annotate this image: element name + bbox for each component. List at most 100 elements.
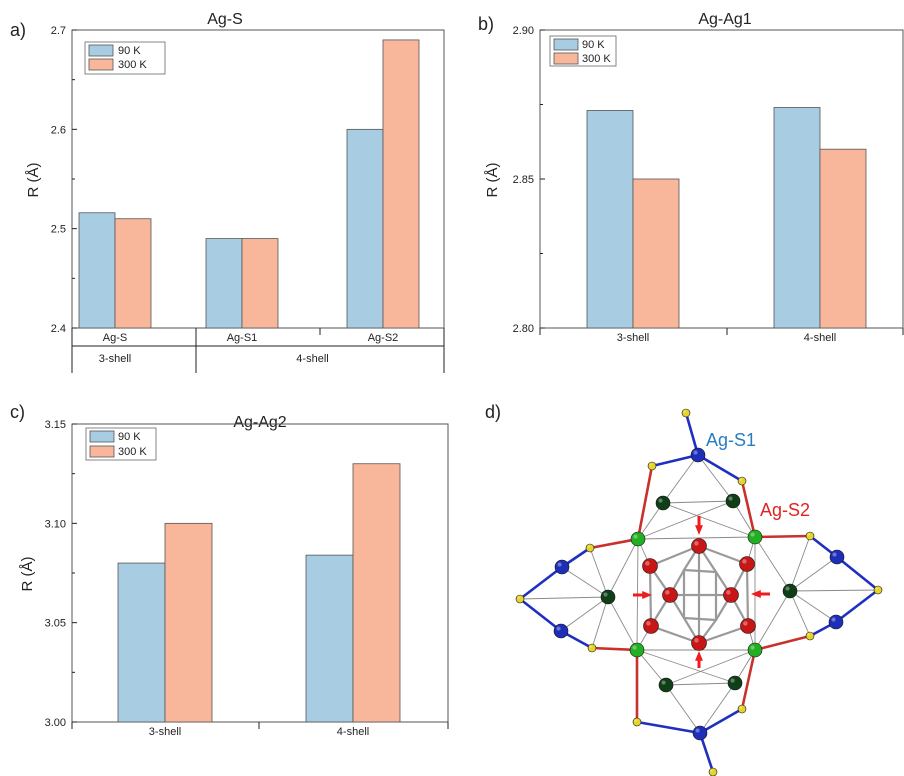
sulfur-atom bbox=[737, 476, 747, 486]
thin-bond bbox=[637, 502, 664, 540]
atom-highlight bbox=[649, 463, 652, 466]
thin-bond bbox=[754, 590, 791, 651]
panel-c-y-axis: 3.00 3.05 3.10 3.15 bbox=[45, 419, 77, 729]
ag-s2-bond bbox=[590, 646, 639, 652]
panel-d-cluster-diagram: d) Ag-S1 Ag-S2 bbox=[485, 402, 883, 776]
panel-c-x-axis: 3-shell 4-shell bbox=[71, 722, 449, 738]
thin-bond bbox=[665, 682, 736, 686]
ag-s1-bond bbox=[635, 720, 702, 735]
atom-highlight bbox=[556, 626, 561, 631]
bar-300K-1 bbox=[241, 238, 279, 329]
ag-s2-bond bbox=[740, 648, 757, 711]
atom-highlight bbox=[634, 719, 637, 722]
thin-bond bbox=[754, 536, 791, 592]
panel-c-legend-label-300k: 300 K bbox=[118, 446, 147, 458]
thin-bond bbox=[560, 596, 609, 632]
thin-bond bbox=[789, 590, 837, 623]
darkgreen-ag-atom bbox=[782, 583, 798, 599]
thin-bond bbox=[591, 596, 609, 649]
thin-bond bbox=[789, 556, 838, 592]
panel-b-legend-label-300k: 300 K bbox=[582, 53, 611, 65]
atom-highlight bbox=[557, 562, 562, 567]
panel-c-legend-label-90k: 90 K bbox=[118, 431, 141, 443]
thin-bond bbox=[699, 682, 736, 734]
panel-a-legend: 90 K 300 K bbox=[84, 41, 166, 75]
atom-highlight bbox=[739, 478, 742, 481]
thin-bond bbox=[662, 502, 756, 538]
panel-c-y-axis-title: R (Å) bbox=[19, 557, 36, 592]
bar-90K-1 bbox=[305, 554, 354, 723]
blue-ag-atom bbox=[828, 614, 844, 630]
panel-b-legend-swatch-300k bbox=[553, 52, 579, 65]
panel-b-x-axis: 3-shell 4-shell bbox=[539, 328, 904, 344]
sulfur-atom bbox=[737, 704, 747, 714]
atom-highlight bbox=[785, 586, 790, 591]
sulfur-atom bbox=[681, 408, 691, 418]
x-tick-label: Ag-S1 bbox=[227, 332, 258, 344]
sulfur-atom bbox=[587, 643, 597, 653]
compression-arrowhead bbox=[695, 525, 703, 535]
x-tick-label: 4-shell bbox=[804, 332, 836, 344]
core-bond bbox=[648, 544, 701, 568]
panel-c-label: c) bbox=[10, 402, 25, 422]
ag-s1-label: Ag-S1 bbox=[706, 430, 756, 450]
thin-bond bbox=[789, 590, 811, 637]
atom-highlight bbox=[831, 617, 836, 622]
thin-bond bbox=[662, 454, 699, 504]
ag-s1-bond bbox=[518, 565, 564, 601]
x-tick-label: Ag-S2 bbox=[368, 332, 399, 344]
atom-highlight bbox=[658, 498, 663, 503]
group-label: 3-shell bbox=[99, 353, 131, 365]
blue-ag-atom bbox=[554, 559, 570, 575]
core-ag-atom bbox=[662, 587, 678, 603]
sulfur-atom bbox=[632, 717, 642, 727]
panel-a-legend-label-90k: 90 K bbox=[118, 45, 141, 57]
y-tick-label: 2.85 bbox=[513, 174, 534, 186]
bar-90K-1 bbox=[205, 238, 243, 329]
x-tick-label: 3-shell bbox=[617, 332, 649, 344]
atom-highlight bbox=[603, 592, 608, 597]
ag-s1-bond bbox=[698, 707, 744, 735]
darkgreen-ag-atom bbox=[600, 589, 616, 605]
thin-bond bbox=[665, 684, 701, 734]
green-ag-atom bbox=[747, 642, 763, 658]
x-tick-label: Ag-S bbox=[103, 332, 127, 344]
blue-ag-atom bbox=[692, 725, 708, 741]
thin-bond bbox=[662, 500, 734, 504]
bar-90K-1 bbox=[773, 107, 821, 329]
panel-b-title: Ag-Ag1 bbox=[698, 11, 751, 28]
sulfur-atom bbox=[708, 767, 718, 776]
ag-s1-bond bbox=[696, 453, 744, 483]
atom-highlight bbox=[683, 410, 686, 413]
atom-highlight bbox=[517, 596, 520, 599]
core-ag-atom bbox=[739, 556, 755, 572]
y-tick-label: 2.6 bbox=[51, 124, 66, 136]
thin-bond bbox=[519, 596, 609, 600]
atom-highlight bbox=[832, 552, 837, 557]
atom-highlight bbox=[661, 680, 666, 685]
bar-300K-1 bbox=[819, 148, 867, 329]
panel-a-legend-swatch-300k bbox=[88, 58, 114, 71]
thin-bond bbox=[589, 547, 609, 598]
ag-s2-bonds bbox=[588, 464, 812, 724]
darkgreen-ag-atom bbox=[727, 675, 743, 691]
atom-highlight bbox=[693, 450, 698, 455]
core-bonds bbox=[648, 544, 750, 645]
panel-a-legend-label-300k: 300 K bbox=[118, 59, 147, 71]
atom-highlight bbox=[645, 561, 650, 566]
y-tick-label: 3.10 bbox=[45, 518, 66, 530]
core-bond bbox=[745, 562, 750, 628]
sulfur-atom bbox=[805, 531, 815, 541]
sulfur-atom bbox=[805, 631, 815, 641]
blue-ag-atom bbox=[553, 623, 569, 639]
atom-highlight bbox=[730, 678, 735, 683]
sulfur-atom bbox=[585, 543, 595, 553]
thin-bond bbox=[636, 649, 736, 684]
y-tick-label: 3.05 bbox=[45, 618, 66, 630]
darkgreen-ag-atom bbox=[655, 495, 671, 511]
core-bond bbox=[649, 624, 701, 645]
core-bond bbox=[648, 564, 653, 628]
x-tick-label: 3-shell bbox=[149, 726, 181, 738]
panel-a-bars bbox=[78, 39, 420, 329]
